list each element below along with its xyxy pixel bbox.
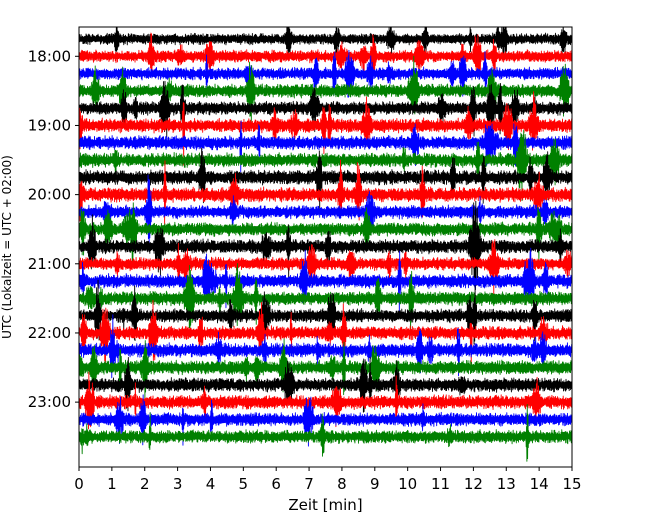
y-tick-label: 23:00 [28, 393, 71, 411]
y-tick-label: 18:00 [28, 47, 71, 65]
x-tick-label: 9 [370, 475, 380, 493]
x-tick-label: 3 [173, 475, 183, 493]
y-tick-label: 22:00 [28, 324, 71, 342]
x-tick-label: 10 [398, 475, 417, 493]
trace-line [79, 49, 572, 98]
x-tick-label: 7 [304, 475, 314, 493]
trace-line [79, 200, 572, 291]
trace-line [79, 279, 572, 345]
x-tick-label: 15 [562, 475, 581, 493]
trace-line [79, 55, 572, 125]
trace-line [79, 174, 572, 252]
trace-line [79, 394, 572, 447]
trace-line [79, 371, 572, 430]
trace-line [79, 80, 572, 140]
trace-group [79, 27, 572, 462]
trace-line [79, 129, 572, 202]
x-tick-label: 5 [239, 475, 249, 493]
y-axis: 18:00 19:00 20:00 21:00 22:00 23:00 [28, 47, 79, 411]
x-tick-label: 13 [497, 475, 516, 493]
trace-line [79, 356, 572, 413]
trace-line [79, 338, 572, 399]
trace-line [79, 404, 572, 462]
x-tick-label: 6 [271, 475, 281, 493]
x-tick-label: 8 [337, 475, 347, 493]
x-tick-label: 14 [530, 475, 549, 493]
x-tick-label: 2 [140, 475, 150, 493]
trace-line [79, 314, 572, 379]
x-tick-label: 12 [464, 475, 483, 493]
x-tick-label: 4 [206, 475, 216, 493]
y-tick-label: 20:00 [28, 186, 71, 204]
x-tick-label: 11 [431, 475, 450, 493]
trace-line [79, 300, 572, 370]
y-tick-label: 19:00 [28, 116, 71, 134]
x-tick-label: 0 [74, 475, 84, 493]
trace-line [79, 239, 572, 295]
y-tick-label: 21:00 [28, 255, 71, 273]
trace-line [79, 91, 572, 166]
x-axis: 0 1 2 3 4 5 6 7 8 9 10 11 12 13 14 15 [74, 467, 582, 493]
trace-line [79, 120, 572, 173]
y-axis-label: UTC (Lokalzeit = UTC + 02:00) [0, 155, 14, 339]
plot-frame [78, 26, 573, 468]
trace-line [79, 159, 572, 226]
trace-line [79, 247, 572, 316]
trace-line [79, 147, 572, 210]
trace-line [79, 27, 572, 56]
trace-line [79, 32, 572, 77]
x-tick-label: 1 [107, 475, 117, 493]
x-axis-label: Zeit [min] [288, 496, 362, 514]
trace-line [79, 263, 572, 334]
